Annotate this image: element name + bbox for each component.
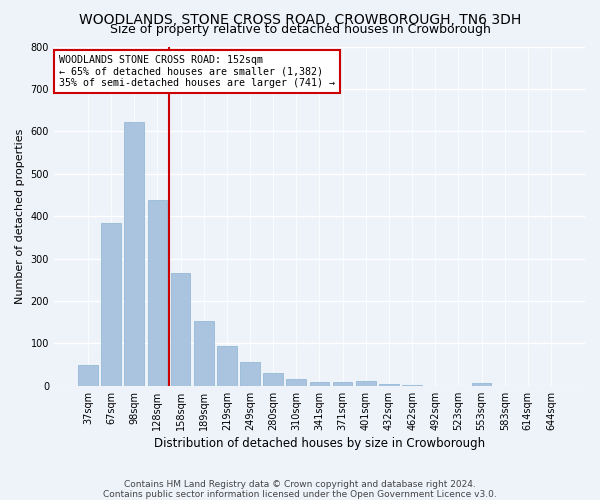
Bar <box>333 382 352 386</box>
Bar <box>240 362 260 386</box>
Bar <box>101 224 121 386</box>
Bar <box>217 346 236 386</box>
Bar <box>263 373 283 386</box>
Bar <box>379 384 399 386</box>
Text: WOODLANDS, STONE CROSS ROAD, CROWBOROUGH, TN6 3DH: WOODLANDS, STONE CROSS ROAD, CROWBOROUGH… <box>79 12 521 26</box>
Bar <box>124 122 144 386</box>
X-axis label: Distribution of detached houses by size in Crowborough: Distribution of detached houses by size … <box>154 437 485 450</box>
Bar <box>402 385 422 386</box>
Bar <box>194 321 214 386</box>
Bar <box>148 200 167 386</box>
Bar <box>472 384 491 386</box>
Bar <box>78 366 98 386</box>
Text: WOODLANDS STONE CROSS ROAD: 152sqm
← 65% of detached houses are smaller (1,382)
: WOODLANDS STONE CROSS ROAD: 152sqm ← 65%… <box>59 55 335 88</box>
Bar <box>170 274 190 386</box>
Y-axis label: Number of detached properties: Number of detached properties <box>15 128 25 304</box>
Bar <box>286 378 306 386</box>
Text: Size of property relative to detached houses in Crowborough: Size of property relative to detached ho… <box>110 22 490 36</box>
Text: Contains HM Land Registry data © Crown copyright and database right 2024.
Contai: Contains HM Land Registry data © Crown c… <box>103 480 497 499</box>
Bar <box>356 380 376 386</box>
Bar <box>310 382 329 386</box>
